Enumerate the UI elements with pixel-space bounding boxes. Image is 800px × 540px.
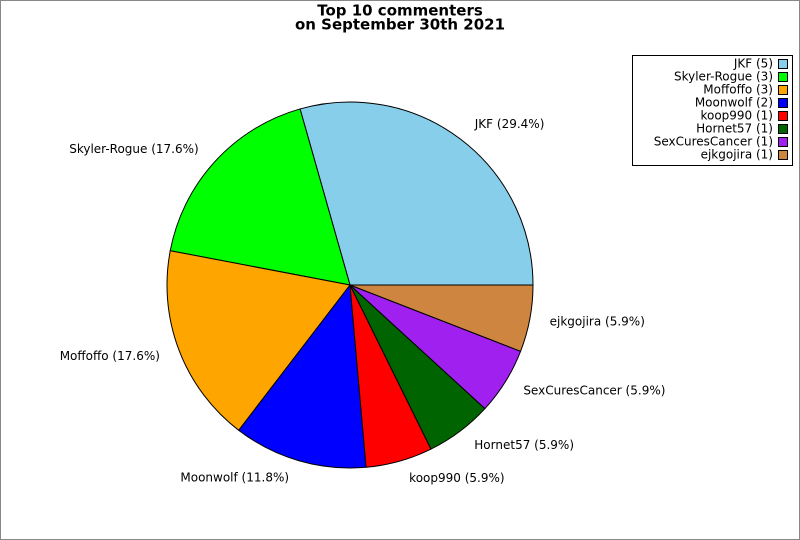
chart-title: Top 10 commenters (317, 2, 483, 20)
legend-label: Moffoffo (3) (703, 83, 773, 97)
pie-slice (238, 283, 367, 469)
legend-swatch (778, 72, 788, 82)
pie-slice (166, 250, 351, 432)
slice-label: koop990 (5.9%) (409, 471, 504, 485)
slice-label: JKF (29.4%) (474, 117, 545, 131)
slice-label: ejkgojira (5.9%) (550, 315, 645, 329)
legend-swatch (778, 150, 788, 160)
legend-label: ejkgojira (1) (701, 148, 773, 162)
legend-label: SexCuresCancer (1) (654, 135, 773, 149)
legend-swatch (778, 137, 788, 147)
legend-label: Moonwolf (2) (695, 96, 773, 110)
slice-label: Moffoffo (17.6%) (60, 349, 160, 363)
pie-slice (299, 101, 534, 286)
legend-label: JKF (5) (733, 57, 773, 71)
slice-label: Hornet57 (5.9%) (474, 438, 574, 452)
legend-swatch (778, 98, 788, 108)
chart-subtitle: on September 30th 2021 (295, 16, 505, 34)
legend-box (632, 55, 793, 166)
slice-label: SexCuresCancer (5.9%) (523, 384, 665, 398)
legend-swatch (778, 111, 788, 121)
pie-slice (349, 284, 534, 352)
legend-swatch (778, 85, 788, 95)
slice-label: Skyler-Rogue (17.6%) (69, 142, 199, 156)
slice-label: Moonwolf (11.8%) (180, 471, 289, 485)
pie-slice (169, 108, 351, 286)
legend-swatch (778, 59, 788, 69)
legend-label: Skyler-Rogue (3) (674, 70, 773, 84)
legend-label: Hornet57 (1) (696, 122, 773, 136)
legend-label: koop990 (1) (700, 109, 773, 123)
legend-swatch (778, 124, 788, 134)
